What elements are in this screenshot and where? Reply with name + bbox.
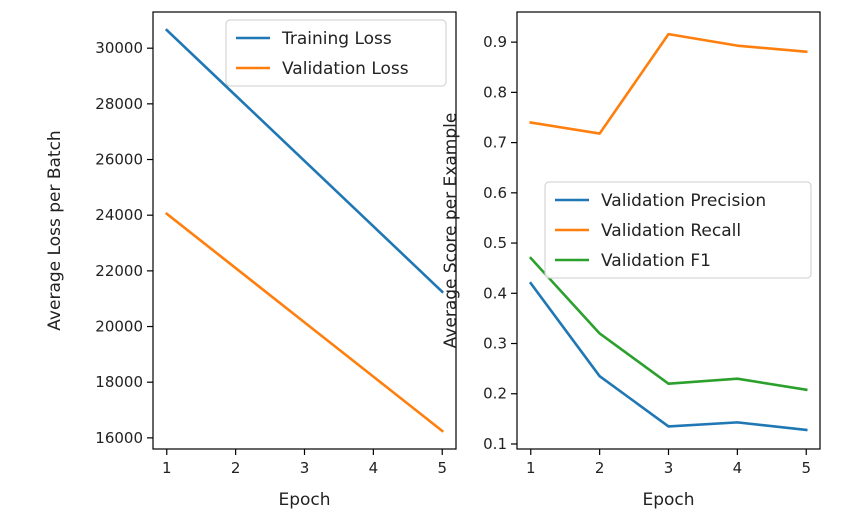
legend: Training Loss Validation Loss xyxy=(225,19,447,87)
legend-box xyxy=(225,19,447,87)
x-tick-label: 2 xyxy=(595,459,605,477)
y-tick-label: 0.1 xyxy=(483,435,507,453)
legend-label: Training Loss xyxy=(281,29,392,49)
legend-box xyxy=(544,181,812,279)
series-line-2 xyxy=(529,32,808,135)
y-tick-label: 24000 xyxy=(95,206,143,224)
legend-label: Validation Loss xyxy=(282,59,409,79)
y-axis-label: Average Loss per Batch xyxy=(45,130,65,330)
x-tick-label: 3 xyxy=(664,459,674,477)
y-tick-label: 0.9 xyxy=(483,33,507,51)
y-tick-label: 28000 xyxy=(95,95,143,113)
y-tick-label: 0.8 xyxy=(483,83,507,101)
x-tick-label: 1 xyxy=(162,459,172,477)
series-line-3 xyxy=(528,256,808,392)
y-tick-label: 26000 xyxy=(95,151,143,169)
x-tick-label: 5 xyxy=(801,459,811,477)
y-tick-label: 0.5 xyxy=(483,234,507,252)
legend-label: Validation Recall xyxy=(601,221,741,241)
chart-2: 1 2 3 4 5 0.1 0.2 0.3 0.4 0.5 0.6 0.7 0.8 0.9 Epoch Ave… xyxy=(441,11,821,510)
y-axis-label: Average Score per Example xyxy=(441,113,461,349)
y-tick-label: 0.3 xyxy=(483,335,507,353)
legend: Validation Precision Validation Recall Val… xyxy=(544,181,812,279)
x-axis-label: Epoch xyxy=(642,490,694,510)
x-tick-label: 1 xyxy=(526,459,536,477)
series-line-1 xyxy=(164,28,445,294)
x-tick-label: 2 xyxy=(231,459,241,477)
y-tick-label: 20000 xyxy=(95,318,143,336)
x-tick-label: 4 xyxy=(733,459,743,477)
y-tick-label: 0.7 xyxy=(483,134,507,152)
y-tick-label: 0.6 xyxy=(483,184,507,202)
series-line-1 xyxy=(528,281,808,432)
y-tick-label: 22000 xyxy=(95,262,143,280)
y-tick-label: 0.2 xyxy=(483,385,507,403)
y-tick-label: 30000 xyxy=(95,39,143,57)
legend-label: Validation Precision xyxy=(601,191,766,211)
x-tick-label: 3 xyxy=(300,459,310,477)
x-tick-label: 5 xyxy=(437,459,447,477)
series-line-2 xyxy=(164,211,445,433)
chart-1: 1 2 3 4 5 16000 18000 20000 22000 24000 26000 28000… xyxy=(45,11,457,510)
legend-label: Validation F1 xyxy=(601,251,711,271)
y-tick-label: 16000 xyxy=(95,429,143,447)
y-tick-label: 0.4 xyxy=(483,284,507,302)
y-tick-label: 18000 xyxy=(95,373,143,391)
x-tick-label: 4 xyxy=(369,459,379,477)
x-axis-label: Epoch xyxy=(278,490,330,510)
